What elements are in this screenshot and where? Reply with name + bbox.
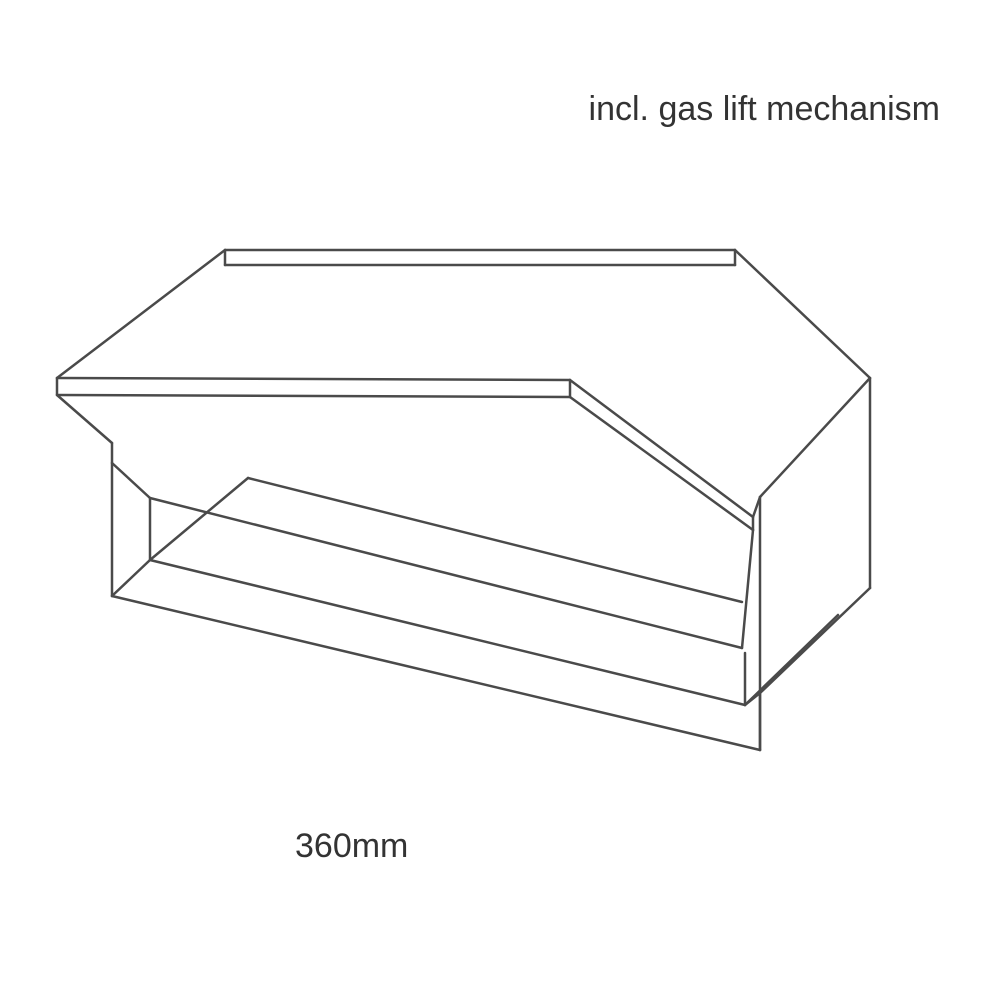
dimension-label: 360mm <box>295 827 408 866</box>
cabinet-drawing <box>0 0 1000 1000</box>
diagram-canvas: incl. gas lift mechanism 360mm <box>0 0 1000 1000</box>
note-label: incl. gas lift mechanism <box>589 90 940 129</box>
